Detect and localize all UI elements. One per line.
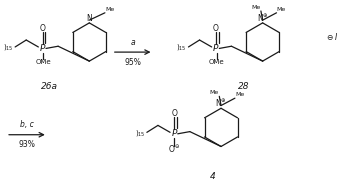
Text: O: O [213, 24, 219, 33]
Text: 4: 4 [210, 172, 215, 181]
Text: $\ominus$: $\ominus$ [327, 33, 334, 42]
Text: P: P [40, 44, 45, 53]
Text: $)_{15}$: $)_{15}$ [3, 42, 14, 52]
Text: P: P [213, 44, 218, 53]
Text: N$^{\oplus}$: N$^{\oplus}$ [215, 98, 227, 109]
Text: O: O [171, 110, 177, 118]
Text: 95%: 95% [124, 58, 141, 67]
Text: I: I [334, 33, 337, 42]
Text: N: N [86, 14, 92, 23]
Text: a: a [130, 38, 135, 46]
Text: 28: 28 [238, 83, 249, 92]
Text: 93%: 93% [19, 140, 35, 149]
Text: Me: Me [235, 92, 245, 97]
Text: $)_{15}$: $)_{15}$ [135, 128, 146, 138]
Text: b, c: b, c [20, 120, 34, 129]
Text: Me: Me [251, 5, 260, 10]
Text: Me: Me [277, 7, 286, 12]
Text: N$^{\oplus}$: N$^{\oplus}$ [257, 13, 268, 24]
Text: Me: Me [106, 7, 115, 12]
Text: O: O [40, 24, 46, 33]
Text: OMe: OMe [209, 59, 224, 65]
Text: P: P [172, 129, 177, 138]
Text: Me: Me [210, 90, 219, 95]
Text: 26a: 26a [41, 83, 58, 92]
Text: OMe: OMe [35, 59, 51, 65]
Text: O$^{\ominus}$: O$^{\ominus}$ [168, 144, 180, 155]
Text: $)_{15}$: $)_{15}$ [176, 42, 187, 52]
